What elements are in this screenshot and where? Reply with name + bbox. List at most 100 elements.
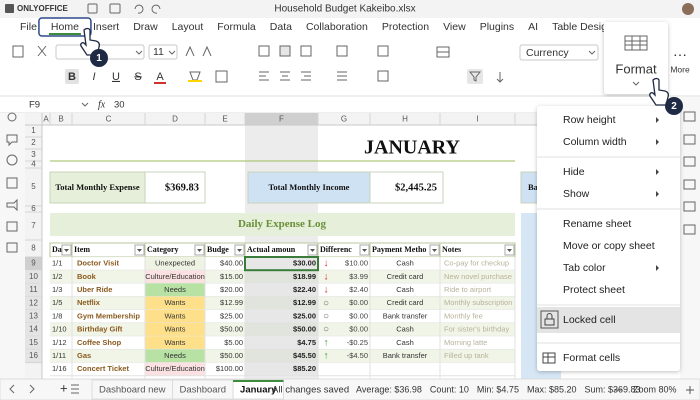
plugin-icon[interactable] — [6, 221, 18, 232]
menu-tab[interactable]: File — [20, 21, 37, 33]
submenu-arrow — [656, 117, 659, 123]
borders-icon[interactable] — [215, 70, 228, 83]
actual-fill — [245, 296, 318, 310]
table-settings-icon[interactable] — [683, 134, 696, 145]
menu-tab[interactable]: Plugins — [480, 21, 514, 33]
table-cell: $3.99 — [349, 272, 368, 281]
merge-icon[interactable] — [377, 45, 389, 57]
row-header: 9 — [31, 259, 36, 268]
menu-highlight — [537, 307, 680, 333]
sort-icon[interactable] — [496, 72, 504, 83]
summary-label: Total Monthly Expense — [55, 182, 139, 192]
row-header-highlight — [25, 309, 42, 323]
user-avatar[interactable] — [682, 3, 694, 15]
menu-tab[interactable]: Collaboration — [306, 21, 368, 33]
menu-tab[interactable]: Layout — [172, 21, 204, 33]
cut-icon[interactable] — [37, 45, 47, 57]
format-button[interactable] — [604, 22, 668, 94]
menu-item[interactable]: Rename sheet — [563, 218, 631, 230]
menu-item[interactable]: Tab color — [563, 262, 606, 274]
align-middle-icon[interactable] — [279, 45, 291, 57]
font-resize-icons[interactable] — [185, 45, 212, 57]
paste-icon[interactable] — [12, 45, 24, 58]
menu-tab[interactable]: Formula — [217, 21, 256, 33]
table-cell: ↓ — [324, 285, 329, 296]
comment-icon[interactable] — [6, 134, 18, 147]
cell-settings-icon[interactable] — [683, 111, 696, 122]
format-glyph[interactable]: S — [134, 71, 141, 83]
menu-tab[interactable]: AI — [528, 21, 538, 33]
table-cell: Birthday Gift — [77, 325, 123, 334]
search-icon[interactable] — [7, 112, 17, 122]
actual-fill — [245, 323, 318, 337]
format-glyph[interactable]: B — [68, 71, 76, 83]
help-icon[interactable] — [6, 242, 18, 253]
column-header: B — [58, 115, 63, 124]
summary-label: Ba — [528, 182, 539, 192]
table-cell: Culture/Education — [145, 364, 205, 373]
table-cell: 1/1 — [52, 259, 62, 268]
menu-item[interactable]: Hide — [563, 166, 585, 178]
feedback-icon[interactable] — [6, 198, 18, 212]
row-header-highlight — [25, 349, 42, 363]
font-size-box[interactable] — [148, 44, 178, 60]
sheet-list-icon[interactable] — [71, 384, 79, 394]
table-icon[interactable] — [436, 46, 450, 58]
table-cell: 1/11 — [52, 351, 66, 360]
menu-item[interactable]: Move or copy sheet — [563, 240, 655, 252]
menu-tab[interactable]: Draw — [133, 21, 158, 33]
filter-caret — [64, 249, 69, 252]
menu-tab[interactable]: View — [443, 21, 466, 33]
filter-active[interactable] — [467, 69, 483, 84]
table-cell: $0.00 — [349, 311, 368, 320]
row-header: 14 — [29, 325, 38, 334]
print-icon[interactable] — [109, 3, 121, 14]
more-label[interactable]: More — [670, 64, 690, 74]
format-glyph[interactable]: A — [156, 71, 164, 83]
table-cell: 1/5 — [52, 298, 62, 307]
shape-settings-icon[interactable] — [683, 201, 696, 212]
save-icon[interactable] — [87, 3, 98, 14]
menu-item[interactable]: Format cells — [563, 352, 620, 364]
redo-icon[interactable] — [151, 4, 161, 14]
table-cell: Cash — [396, 285, 414, 294]
add-sheet[interactable]: + — [60, 380, 68, 395]
text-art-icon[interactable] — [683, 224, 696, 235]
menu-tab[interactable]: Table Design — [552, 21, 613, 33]
row-header: 11 — [29, 285, 38, 294]
log-title-box — [50, 213, 515, 236]
align-icons[interactable] — [259, 71, 347, 81]
menu-tab[interactable]: Insert — [93, 21, 119, 33]
status-stat: Sum: $369.83 — [584, 384, 640, 394]
zoom-in[interactable] — [686, 386, 694, 394]
undo-icon[interactable] — [134, 4, 144, 14]
menu-tab[interactable]: Data — [270, 21, 292, 33]
table-cell: $0.00 — [349, 325, 368, 334]
filter-caret — [432, 249, 437, 252]
menu-item[interactable]: Protect sheet — [563, 284, 625, 296]
menu-tab[interactable]: Protection — [382, 21, 429, 33]
text-icon[interactable] — [6, 177, 18, 189]
menu-item[interactable]: Column width — [563, 136, 627, 148]
menu-item[interactable]: Show — [563, 188, 590, 200]
formula-value[interactable]: 30 — [114, 100, 125, 111]
chat-icon[interactable] — [6, 154, 18, 166]
summary-label: Total Monthly Income — [269, 182, 350, 192]
menu-item[interactable]: Locked cell — [563, 314, 616, 326]
menu-tab[interactable]: Home — [51, 21, 79, 33]
sheet-tabs: Dashboard new Dashboard January — [91, 379, 284, 400]
wrap-icon[interactable] — [336, 45, 348, 57]
tab-scroll-arrows[interactable] — [9, 384, 35, 394]
format-glyph[interactable]: I — [92, 71, 95, 83]
image-settings-icon[interactable] — [683, 156, 696, 167]
row-header: 13 — [29, 312, 38, 321]
orientation-icon[interactable] — [377, 70, 389, 82]
align-top-icon[interactable] — [258, 45, 270, 57]
chart-settings-icon[interactable] — [683, 179, 696, 190]
save-state: All changes saved — [272, 385, 349, 396]
format-glyph[interactable]: U — [112, 71, 120, 83]
number-format-box[interactable] — [519, 44, 599, 61]
align-bottom-icon[interactable] — [300, 45, 312, 57]
menu-item[interactable]: Row height — [563, 114, 616, 126]
right-sidebar — [680, 97, 700, 379]
